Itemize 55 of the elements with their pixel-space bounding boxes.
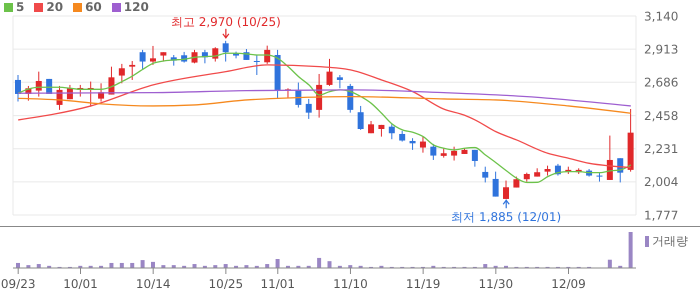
bar [317, 258, 322, 268]
candlestick [118, 63, 125, 84]
candlestick [482, 166, 488, 183]
candlestick [451, 146, 458, 162]
x-tick-label: 12/09 [551, 277, 586, 289]
legend-label: 5 [16, 0, 24, 14]
candlestick [264, 45, 270, 64]
x-tick-label: 10/25 [208, 277, 244, 289]
candlestick [15, 74, 21, 102]
y-tick-label: 2,231 [644, 142, 678, 156]
y-tick-label: 2,913 [644, 42, 678, 56]
bar [276, 259, 280, 268]
candlestick [440, 148, 447, 158]
candlestick [254, 54, 260, 76]
y-tick-label: 2,458 [644, 108, 678, 123]
candlestick [358, 105, 364, 130]
bar [608, 260, 612, 268]
candlestick [430, 143, 436, 160]
x-tick-label: 11/01 [260, 277, 296, 289]
candlestick [222, 40, 229, 62]
legend-label: 20 [46, 0, 64, 14]
candlestick [544, 165, 551, 176]
annotation: 최고 2,970 (10/25) [170, 14, 281, 29]
legend-label: 거래량 [652, 233, 688, 250]
candlestick [410, 138, 416, 150]
y-tick-label: 2,004 [644, 175, 678, 190]
bar [140, 260, 145, 268]
candlestick [492, 171, 499, 198]
candlestick [388, 123, 395, 140]
candlestick [472, 149, 478, 168]
x-tick-label: 11/19 [406, 277, 440, 289]
bar [150, 262, 155, 268]
candlestick [160, 52, 166, 62]
candlestick [150, 45, 156, 66]
x-tick-label: 09/23 [0, 277, 36, 289]
candlestick [420, 136, 426, 154]
candlestick [140, 49, 146, 70]
y-tick-label: 2,686 [644, 76, 678, 90]
bar [328, 261, 332, 268]
legend-label: 60 [85, 0, 102, 14]
x-tick-label: 10/01 [63, 277, 98, 289]
candlestick [503, 180, 510, 200]
x-tick-label: 11/30 [478, 277, 514, 289]
bar [628, 232, 633, 268]
y-tick-label: 3,140 [644, 9, 678, 24]
candlestick [368, 120, 374, 134]
candlestick [326, 58, 332, 86]
legend-label: 120 [124, 0, 149, 14]
x-tick-label: 11/10 [333, 277, 368, 289]
candlestick [399, 130, 406, 142]
annotation: 최저 1,885 (12/01) [451, 210, 562, 224]
x-tick-label: 10/14 [136, 277, 170, 289]
candlestick [336, 74, 343, 89]
candlestick [306, 98, 312, 120]
y-tick-label: 1,777 [644, 208, 678, 222]
